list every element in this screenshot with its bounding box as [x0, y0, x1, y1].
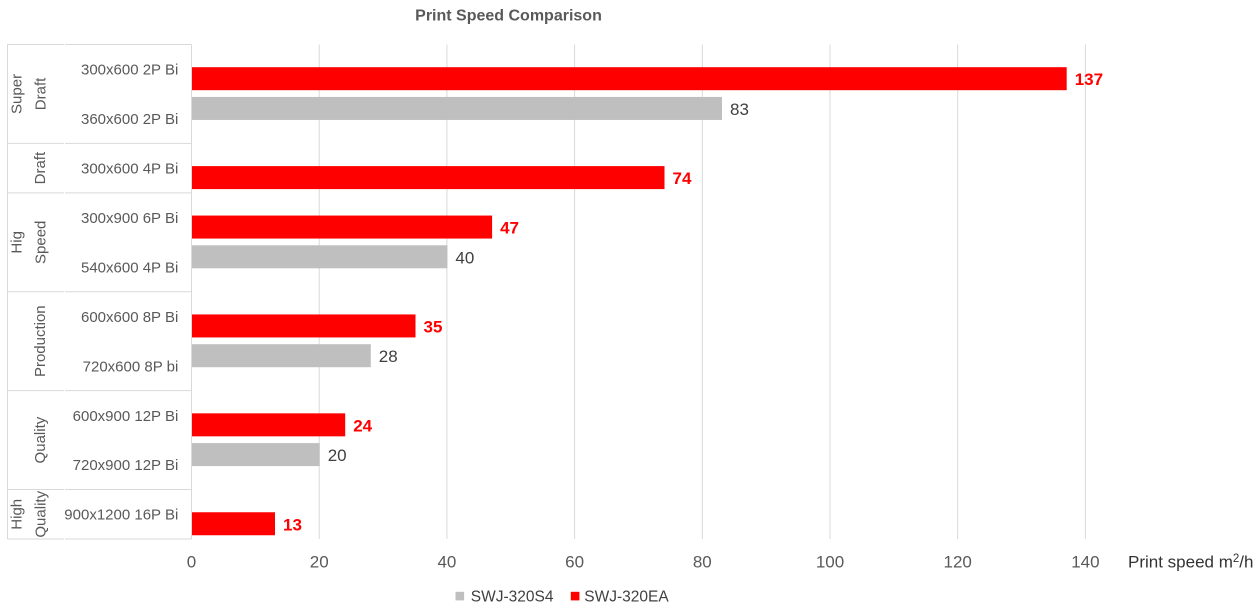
svg-text:300x600 2P Bi: 300x600 2P Bi: [81, 62, 178, 79]
svg-text:120: 120: [944, 553, 972, 572]
svg-text:Print speed m2/h: Print speed m2/h: [1128, 553, 1253, 572]
svg-text:540x600 4P Bi: 540x600 4P Bi: [81, 259, 178, 276]
svg-text:Print Speed Comparison: Print Speed Comparison: [415, 8, 602, 25]
svg-text:13: 13: [283, 515, 302, 534]
svg-text:28: 28: [379, 347, 398, 366]
svg-text:Draft: Draft: [33, 77, 50, 110]
svg-text:600x900 12P Bi: 600x900 12P Bi: [73, 408, 179, 425]
svg-text:720x600 8P bi: 720x600 8P bi: [83, 358, 179, 375]
svg-text:40: 40: [437, 553, 456, 572]
svg-text:20: 20: [310, 553, 329, 572]
svg-text:140: 140: [1071, 553, 1099, 572]
svg-text:360x600 2P Bi: 360x600 2P Bi: [81, 111, 178, 128]
svg-text:SWJ-320S4: SWJ-320S4: [471, 589, 554, 606]
svg-text:High: High: [9, 499, 26, 530]
svg-text:600x600 8P Bi: 600x600 8P Bi: [81, 309, 178, 326]
svg-text:Draft: Draft: [32, 151, 49, 184]
svg-text:83: 83: [730, 100, 749, 119]
svg-text:Quality: Quality: [32, 416, 49, 463]
svg-text:40: 40: [455, 248, 474, 267]
svg-text:74: 74: [673, 169, 692, 188]
svg-text:20: 20: [328, 446, 347, 465]
svg-text:Super: Super: [9, 74, 26, 114]
svg-text:300x900 6P Bi: 300x900 6P Bi: [81, 210, 178, 227]
svg-text:900x1200 16P Bi: 900x1200 16P Bi: [64, 507, 178, 524]
svg-text:35: 35: [424, 317, 443, 336]
svg-text:137: 137: [1075, 70, 1103, 89]
svg-text:Quality: Quality: [33, 490, 50, 537]
svg-text:720x900 12P Bi: 720x900 12P Bi: [73, 457, 179, 474]
svg-text:SWJ-320EA: SWJ-320EA: [584, 589, 669, 606]
svg-text:Hig: Hig: [9, 231, 26, 254]
svg-text:24: 24: [353, 416, 372, 435]
svg-text:0: 0: [187, 553, 196, 572]
svg-text:Speed: Speed: [33, 221, 50, 264]
svg-text:100: 100: [816, 553, 844, 572]
svg-text:80: 80: [693, 553, 712, 572]
svg-text:Production: Production: [32, 305, 49, 377]
svg-text:47: 47: [500, 219, 519, 238]
svg-text:300x600 4P Bi: 300x600 4P Bi: [81, 161, 178, 178]
svg-text:60: 60: [565, 553, 584, 572]
